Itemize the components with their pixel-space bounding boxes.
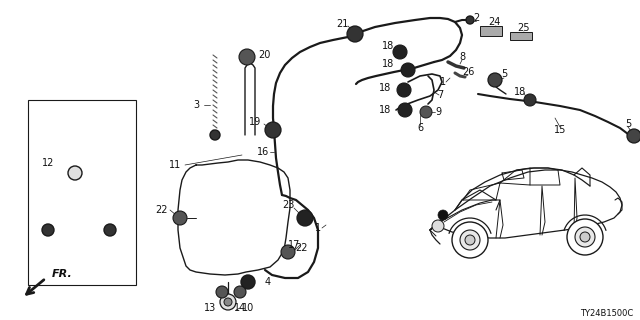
Circle shape	[241, 275, 255, 289]
Circle shape	[397, 83, 411, 97]
Text: 22: 22	[156, 205, 168, 215]
Text: 5: 5	[625, 119, 631, 129]
Text: 15: 15	[554, 125, 566, 135]
Text: 18: 18	[382, 41, 394, 51]
Text: 26: 26	[462, 67, 474, 77]
Circle shape	[466, 16, 474, 24]
Circle shape	[627, 129, 640, 143]
Circle shape	[281, 245, 295, 259]
Text: 13: 13	[204, 303, 216, 313]
Text: 17: 17	[288, 240, 300, 250]
Circle shape	[210, 130, 220, 140]
Circle shape	[297, 210, 313, 226]
Bar	[28, 100, 136, 285]
Text: 23: 23	[282, 200, 294, 210]
Circle shape	[524, 94, 536, 106]
Text: 2: 2	[473, 13, 479, 23]
Text: 18: 18	[382, 59, 394, 69]
Text: FR.: FR.	[52, 269, 73, 279]
Circle shape	[173, 211, 187, 225]
Text: 11: 11	[169, 160, 181, 170]
Text: 12: 12	[42, 158, 54, 168]
Text: TY24B1500C: TY24B1500C	[580, 309, 633, 318]
Text: 1: 1	[315, 223, 321, 233]
Text: 18: 18	[379, 105, 391, 115]
Circle shape	[265, 122, 281, 138]
Circle shape	[104, 224, 116, 236]
Text: 3: 3	[193, 100, 199, 110]
Circle shape	[220, 294, 236, 310]
Circle shape	[401, 63, 415, 77]
Circle shape	[347, 26, 363, 42]
Circle shape	[580, 232, 590, 242]
Text: 1: 1	[440, 77, 446, 87]
Circle shape	[567, 219, 603, 255]
Circle shape	[68, 166, 82, 180]
Text: 5: 5	[501, 69, 507, 79]
Text: 24: 24	[488, 17, 500, 27]
Bar	[510, 32, 532, 40]
Circle shape	[216, 286, 228, 298]
Circle shape	[460, 230, 480, 250]
Bar	[480, 26, 502, 36]
Text: 16: 16	[257, 147, 269, 157]
Circle shape	[42, 224, 54, 236]
Text: 18: 18	[514, 87, 526, 97]
Circle shape	[234, 286, 246, 298]
Text: 18: 18	[379, 83, 391, 93]
Circle shape	[438, 210, 448, 220]
Circle shape	[452, 222, 488, 258]
Circle shape	[575, 227, 595, 247]
Circle shape	[432, 220, 444, 232]
Circle shape	[393, 45, 407, 59]
Text: 9: 9	[435, 107, 441, 117]
Text: 21: 21	[336, 19, 348, 29]
Circle shape	[420, 106, 432, 118]
Text: 8: 8	[459, 52, 465, 62]
Text: 14: 14	[234, 303, 246, 313]
Text: 22: 22	[296, 243, 308, 253]
Circle shape	[488, 73, 502, 87]
Text: 7: 7	[437, 90, 443, 100]
Text: 20: 20	[258, 50, 270, 60]
Circle shape	[224, 298, 232, 306]
Circle shape	[465, 235, 475, 245]
Text: 10: 10	[242, 303, 254, 313]
Text: 6: 6	[417, 123, 423, 133]
Text: 4: 4	[265, 277, 271, 287]
Text: 19: 19	[249, 117, 261, 127]
Circle shape	[239, 49, 255, 65]
Text: 25: 25	[518, 23, 531, 33]
Circle shape	[398, 103, 412, 117]
